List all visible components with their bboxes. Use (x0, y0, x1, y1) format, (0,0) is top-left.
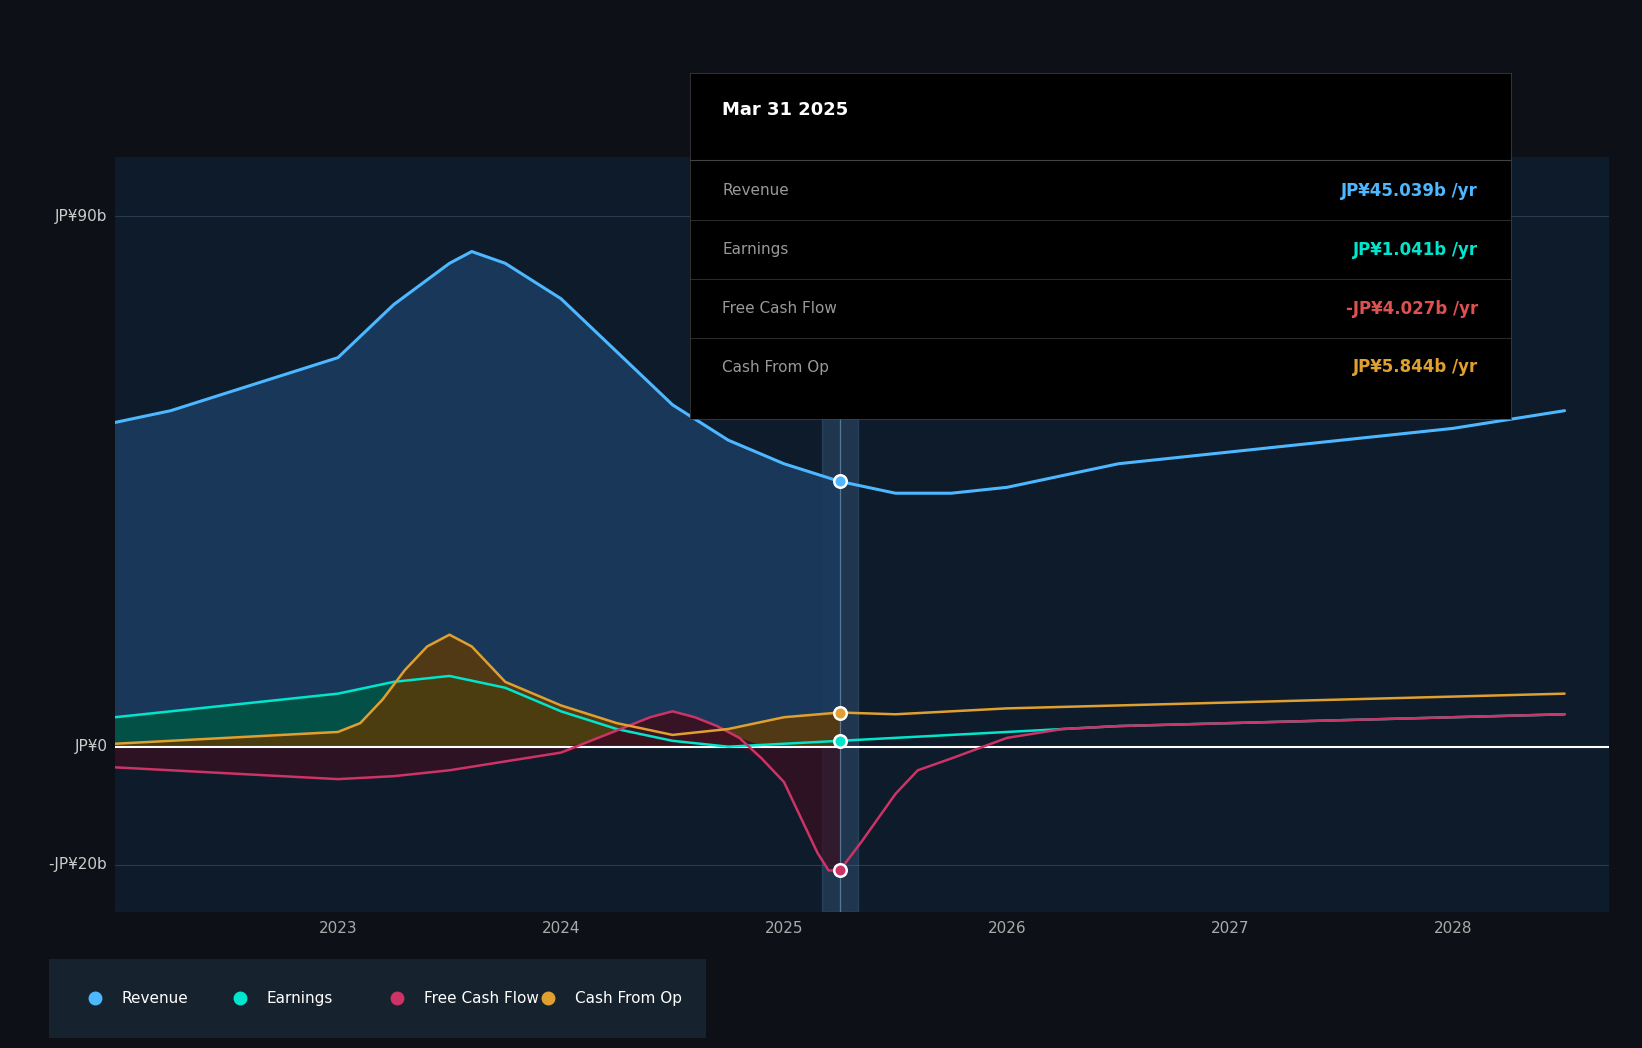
Text: Mar 31 2025: Mar 31 2025 (722, 101, 849, 119)
Text: Free Cash Flow: Free Cash Flow (424, 990, 539, 1006)
Text: Past: Past (782, 183, 823, 201)
Text: Free Cash Flow: Free Cash Flow (722, 301, 837, 316)
Text: 2025: 2025 (765, 920, 803, 936)
Text: 2026: 2026 (988, 920, 1026, 936)
Text: -JP¥4.027b /yr: -JP¥4.027b /yr (1345, 300, 1478, 318)
Text: JP¥45.039b /yr: JP¥45.039b /yr (1342, 182, 1478, 200)
Text: Earnings: Earnings (266, 990, 332, 1006)
Text: Cash From Op: Cash From Op (722, 359, 829, 375)
Text: 2023: 2023 (319, 920, 358, 936)
Text: -JP¥20b: -JP¥20b (49, 857, 107, 872)
Text: JP¥90b: JP¥90b (54, 209, 107, 223)
Text: 2027: 2027 (1210, 920, 1250, 936)
Text: JP¥0: JP¥0 (74, 739, 107, 755)
Text: Revenue: Revenue (122, 990, 189, 1006)
Text: 2028: 2028 (1433, 920, 1473, 936)
Text: Analysts Forecasts: Analysts Forecasts (857, 183, 1013, 201)
Text: Cash From Op: Cash From Op (575, 990, 681, 1006)
Text: 2024: 2024 (542, 920, 580, 936)
Text: JP¥5.844b /yr: JP¥5.844b /yr (1353, 358, 1478, 376)
Text: Earnings: Earnings (722, 242, 788, 257)
Text: Revenue: Revenue (722, 183, 790, 198)
Text: JP¥1.041b /yr: JP¥1.041b /yr (1353, 241, 1478, 259)
Bar (823, 157, 857, 912)
